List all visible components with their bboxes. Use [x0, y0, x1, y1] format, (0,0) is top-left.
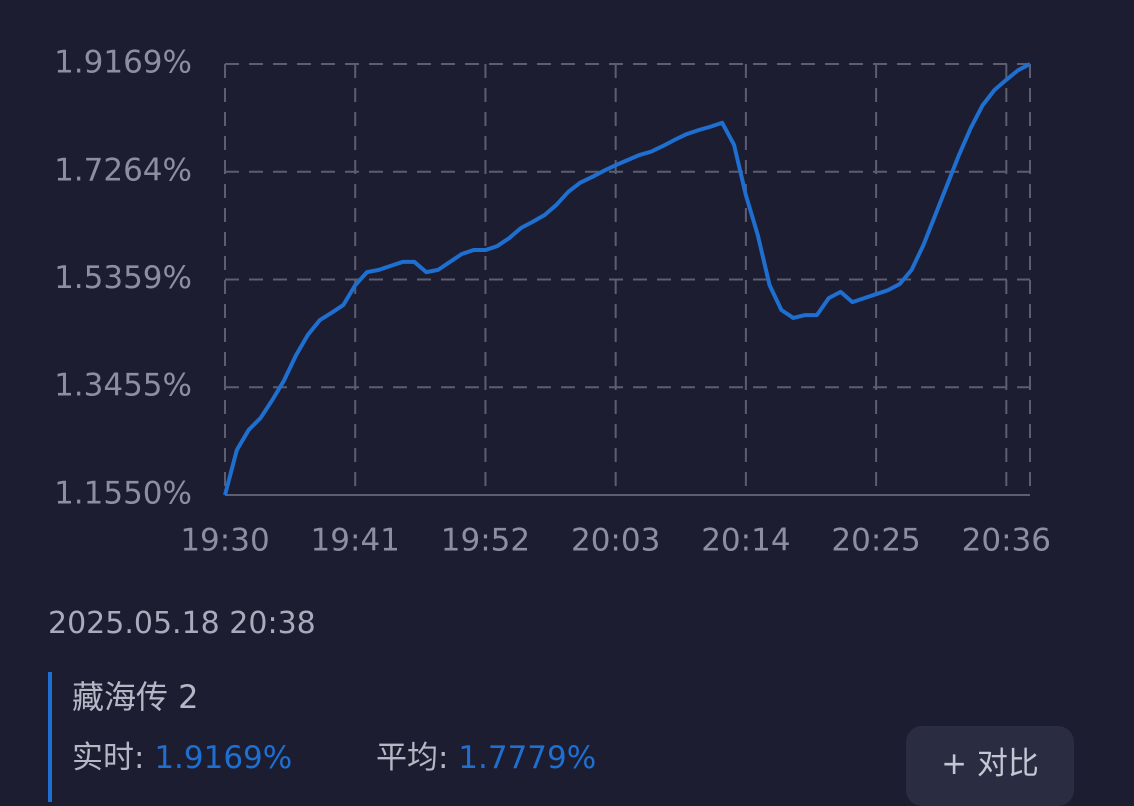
realtime-value: 1.9169% — [154, 740, 293, 776]
y-tick-label: 1.1550% — [54, 476, 192, 512]
compare-button[interactable]: + 对比 — [906, 726, 1074, 806]
x-tick-label: 20:25 — [831, 523, 920, 559]
x-tick-label: 20:14 — [701, 523, 790, 559]
average-label: 平均: — [375, 740, 449, 776]
y-tick-label: 1.9169% — [54, 45, 192, 81]
y-tick-label: 1.5359% — [54, 260, 192, 296]
x-tick-label: 19:52 — [441, 523, 530, 559]
y-tick-label: 1.3455% — [54, 368, 192, 404]
series-line — [223, 62, 1031, 496]
timestamp: 2025.05.18 20:38 — [48, 606, 316, 641]
realtime-label: 实时: — [72, 740, 145, 776]
x-tick-label: 20:36 — [962, 523, 1051, 559]
x-tick-label: 20:03 — [571, 523, 660, 559]
chart: 1.1550% 1.3455% 1.5359% 1.7264% 1.9169% 19:30… — [54, 45, 1051, 559]
x-tick-label: 19:41 — [311, 523, 400, 559]
stats-row: 实时: 1.9169% 平均: 1.7779% — [72, 732, 596, 777]
average-value: 1.7779% — [458, 740, 597, 776]
info-panel: 藏海传 2 实时: 1.9169% 平均: 1.7779% — [48, 672, 596, 802]
series-name: 藏海传 2 — [72, 678, 199, 716]
x-tick-label: 19:30 — [180, 523, 269, 559]
y-tick-label: 1.7264% — [54, 152, 192, 188]
